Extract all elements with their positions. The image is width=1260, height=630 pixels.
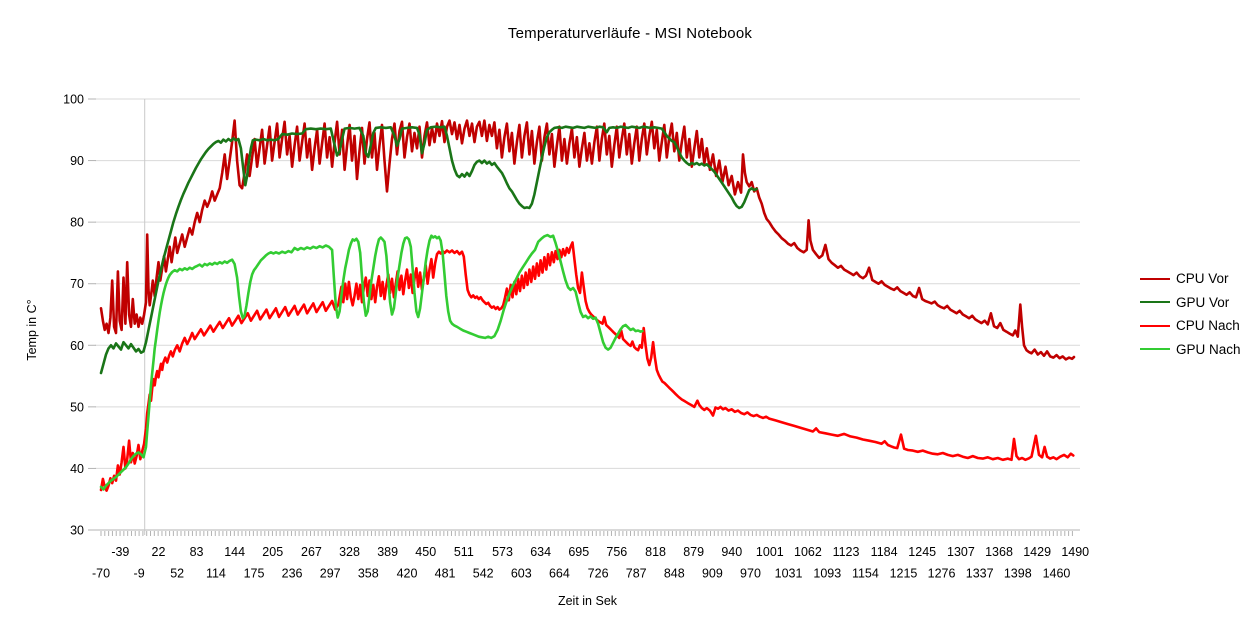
legend-line-swatch-gpu-vor [1140,301,1170,304]
svg-text:848: 848 [664,567,685,581]
legend-item-cpu-vor: CPU Vor [1140,267,1241,291]
svg-text:144: 144 [224,545,245,559]
svg-text:1460: 1460 [1043,567,1071,581]
svg-text:70: 70 [70,277,84,291]
legend-label-gpu-vor: GPU Vor [1176,294,1230,310]
svg-text:22: 22 [152,545,166,559]
svg-text:664: 664 [549,567,570,581]
svg-text:389: 389 [377,545,398,559]
legend-line-swatch-cpu-vor [1140,277,1170,280]
svg-text:358: 358 [358,567,379,581]
svg-text:80: 80 [70,216,84,230]
legend-item-gpu-vor: GPU Vor [1140,291,1241,315]
svg-text:1215: 1215 [890,567,918,581]
svg-text:114: 114 [206,567,226,581]
chart-line-gpu-vor [99,125,759,375]
chart-line-cpu-nach [99,241,1075,492]
svg-text:1276: 1276 [928,567,956,581]
svg-text:40: 40 [70,462,84,476]
chart-title: Temperaturverläufe - MSI Notebook [507,25,753,42]
chart-line-gpu-nach [99,233,644,491]
svg-text:1093: 1093 [813,567,841,581]
svg-text:1429: 1429 [1023,545,1051,559]
svg-text:909: 909 [702,567,723,581]
svg-text:756: 756 [606,545,627,559]
svg-text:-9: -9 [134,567,145,581]
legend-line-swatch-cpu-nach [1140,324,1170,327]
svg-text:236: 236 [282,567,303,581]
legend-label-cpu-vor: CPU Vor [1176,271,1229,287]
svg-text:1062: 1062 [794,545,822,559]
svg-text:50: 50 [70,400,84,414]
svg-text:603: 603 [511,567,532,581]
legend-line-swatch-gpu-nach [1140,348,1170,351]
svg-text:100: 100 [63,93,84,107]
svg-text:297: 297 [320,567,341,581]
svg-text:420: 420 [397,567,418,581]
svg-text:1337: 1337 [966,567,994,581]
svg-text:695: 695 [568,545,589,559]
svg-text:634: 634 [530,545,551,559]
svg-text:1031: 1031 [775,567,803,581]
svg-text:818: 818 [645,545,666,559]
svg-text:940: 940 [721,545,742,559]
svg-text:83: 83 [190,545,204,559]
svg-text:787: 787 [626,567,647,581]
legend-item-gpu-nach: GPU Nach [1140,338,1241,362]
chart-line-cpu-vor [99,119,1076,361]
svg-text:328: 328 [339,545,360,559]
svg-text:1245: 1245 [908,545,936,559]
svg-text:879: 879 [683,545,704,559]
svg-text:450: 450 [415,545,436,559]
svg-text:1307: 1307 [947,545,975,559]
svg-text:726: 726 [588,567,609,581]
svg-text:205: 205 [262,545,283,559]
svg-text:90: 90 [70,154,84,168]
svg-text:573: 573 [492,545,513,559]
svg-text:1123: 1123 [833,545,860,559]
svg-text:970: 970 [740,567,761,581]
svg-text:481: 481 [435,567,456,581]
svg-text:1184: 1184 [871,545,898,559]
svg-text:1368: 1368 [985,545,1013,559]
svg-text:1154: 1154 [852,567,879,581]
svg-text:52: 52 [170,567,184,581]
svg-text:1001: 1001 [756,545,784,559]
svg-text:1490: 1490 [1061,545,1089,559]
svg-text:267: 267 [301,545,322,559]
svg-text:60: 60 [70,339,84,353]
svg-text:511: 511 [454,545,474,559]
svg-text:175: 175 [244,567,265,581]
svg-text:1398: 1398 [1004,567,1032,581]
legend-label-cpu-nach: CPU Nach [1176,318,1240,334]
svg-text:542: 542 [473,567,494,581]
legend-item-cpu-nach: CPU Nach [1140,314,1241,338]
svg-text:30: 30 [70,524,84,538]
legend-label-gpu-nach: GPU Nach [1176,341,1241,357]
x-axis-title: Zeit in Sek [557,594,618,608]
svg-text:-39: -39 [111,545,129,559]
svg-text:-70: -70 [92,567,110,581]
legend: CPU Vor GPU Vor CPU Nach GPU Nach [1140,267,1241,361]
